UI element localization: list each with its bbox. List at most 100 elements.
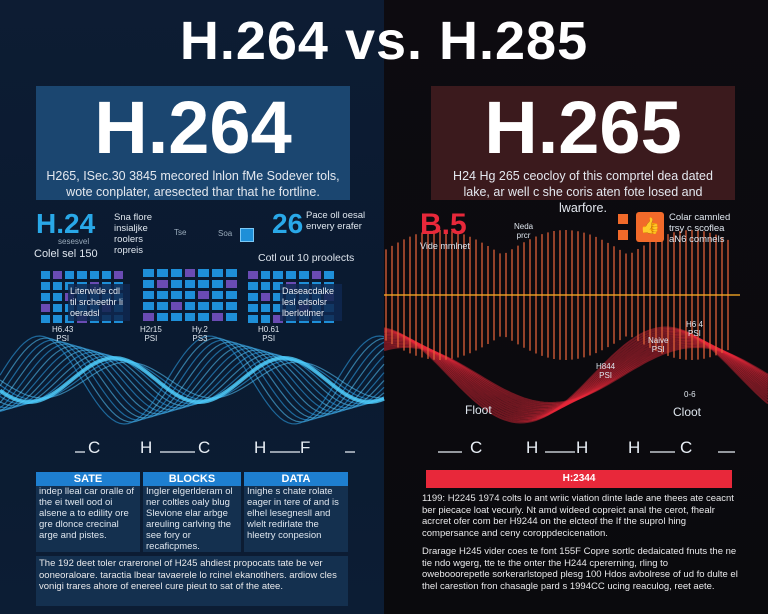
app-icon [618, 230, 628, 240]
grid-cell [286, 271, 296, 279]
grid-cell [53, 304, 63, 312]
grid-cell [198, 302, 210, 310]
grid-cell [260, 293, 271, 301]
grid-cell [77, 271, 87, 279]
grid-cell [143, 291, 154, 299]
grid-cell [113, 271, 123, 279]
wave-sub: PSI [599, 371, 613, 380]
grid-cell [273, 293, 284, 301]
grid-cell [198, 291, 210, 299]
grid-cell [198, 280, 210, 288]
grid-cell [248, 315, 258, 323]
grid-cell [273, 304, 284, 312]
grid-cell [156, 313, 168, 321]
grid-cell [170, 280, 182, 288]
grid-cell [170, 313, 182, 321]
grid-cell [41, 304, 51, 312]
h264-stat2-note: Pace oll oesal envery erafer [306, 210, 366, 232]
grid-cell [170, 269, 182, 277]
wave-sub: prcr [516, 231, 531, 240]
monitor-icon [240, 228, 254, 242]
grid-cell [89, 271, 99, 279]
grid-cell [53, 293, 63, 301]
grid-cell [184, 313, 196, 321]
h265-stat-value: B.5 [420, 208, 467, 241]
page-title: H.264 vs. H.285 [179, 11, 589, 71]
blue-wave [0, 341, 385, 419]
card-sate: SATE indep lleal car oralle of the ei twe… [36, 472, 140, 552]
axis-label: H [526, 438, 539, 457]
grid-cell [143, 280, 154, 288]
axis-label: C [680, 438, 693, 457]
blue-wave [0, 339, 385, 421]
grid-cell [248, 282, 258, 290]
grid-cell [156, 280, 168, 288]
card-header: DATA [244, 472, 348, 486]
h264-stat2-caption: Cotl out 10 proolects [258, 252, 355, 264]
wave-label: H844 [596, 362, 616, 371]
grid-cell [184, 302, 196, 310]
h264-footer-text: The 192 deet toler crareronel of H245 ah… [36, 556, 348, 606]
tick-sub: PSI [56, 334, 70, 343]
grid-cell [248, 304, 258, 312]
wave-sub: PSI [651, 345, 665, 354]
grid-cell [273, 315, 284, 323]
grid-cell [184, 269, 196, 277]
grid-cell [324, 271, 334, 279]
h265-banner-title: H.265 [484, 86, 682, 169]
grid-cell [212, 280, 224, 288]
tick-sub: PSI [262, 334, 276, 343]
tick-label: H0.61 [258, 325, 280, 334]
h265-section-bar: H:2344 [426, 470, 732, 488]
blue-wave [0, 335, 385, 425]
blue-wave [0, 355, 385, 405]
grid-cell [198, 269, 210, 277]
grid-cell [156, 302, 168, 310]
grid-cell [260, 315, 271, 323]
grid-cell [41, 282, 51, 290]
grid-cell [226, 280, 237, 288]
card-header: BLOCKS [143, 472, 241, 486]
grid-cell [273, 282, 284, 290]
axis-label: H [254, 438, 267, 457]
h265-stat-caption: Vide mmlnet [420, 241, 470, 251]
h264-stat-caption: Colel sel 150 [34, 248, 98, 260]
grid-cell [212, 313, 224, 321]
app-icon [618, 214, 628, 224]
grid-cell [311, 271, 322, 279]
grid-cell [156, 269, 168, 277]
grid-cell [170, 291, 182, 299]
blue-wave [0, 355, 385, 405]
tick-label: Hy.2 [192, 325, 208, 334]
h264-banner-text: H265, ISec.30 3845 mecored lnlon fMe Sod… [46, 169, 340, 199]
grid-cell [101, 271, 111, 279]
axis-label: C [198, 438, 211, 457]
grid-cell [143, 313, 154, 321]
grid-cell [260, 282, 271, 290]
grid-cell [156, 291, 168, 299]
card-data: DATA Inighe s chate rolate eager in tere … [244, 472, 348, 552]
grid-cell [212, 269, 224, 277]
grid-cell [184, 280, 196, 288]
wave-label: Neda [514, 222, 534, 231]
card-text: Inighe s chate rolate eager in tere of a… [247, 486, 339, 541]
grid-cell [273, 271, 284, 279]
wave-label: H6 4 [686, 320, 703, 329]
wave-label: Naive [648, 336, 669, 345]
block-grid [140, 266, 240, 324]
grid-cell [212, 302, 224, 310]
h265-banner-text: H24 Hg 265 ceocloy of this comprtel dea … [453, 169, 713, 215]
grid-cell [41, 315, 51, 323]
tick-sub: PS3 [192, 334, 208, 343]
grid-cell [226, 269, 237, 277]
thumbs-up-icon: 👍 [636, 212, 664, 242]
grid-cell [65, 271, 75, 279]
wave-sub: PSI [688, 329, 701, 338]
callout-cloot: Cloot [673, 405, 702, 419]
grid-cell [184, 291, 196, 299]
grid-cell [248, 271, 258, 279]
axis-label: F [300, 438, 311, 457]
grid-cell [170, 302, 182, 310]
mini-label: Soa [218, 229, 233, 238]
